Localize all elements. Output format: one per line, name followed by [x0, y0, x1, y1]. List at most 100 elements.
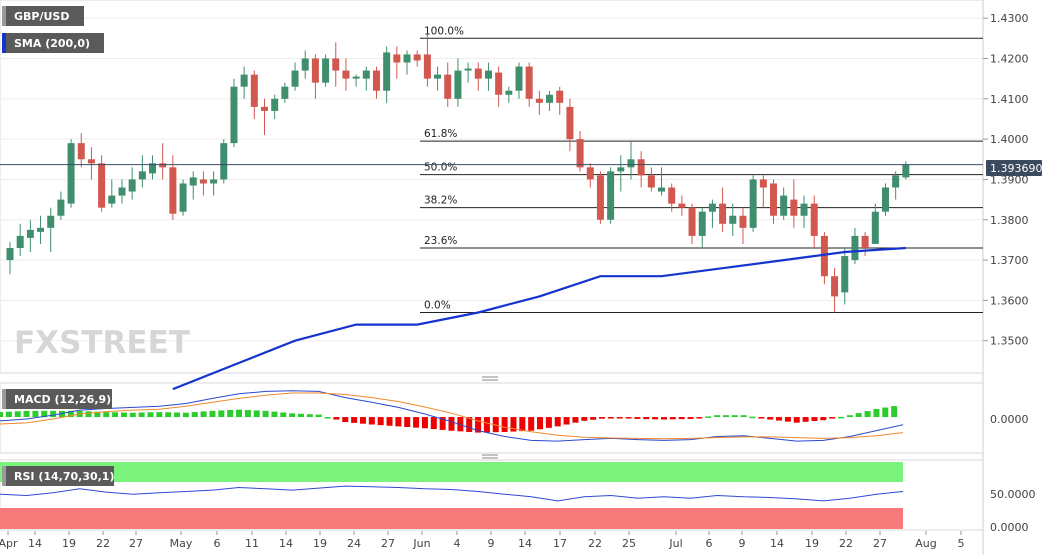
y-tick-label: 1.3600: [990, 294, 1029, 307]
candle-body: [881, 187, 889, 212]
macd-bar: [395, 417, 402, 427]
macd-bar: [147, 412, 154, 418]
y-tick-label: 1.3700: [990, 254, 1029, 267]
candle-body: [495, 72, 503, 95]
macd-bar: [793, 417, 800, 423]
macd-bar: [67, 410, 74, 418]
candle-body: [729, 215, 737, 224]
macd-bar: [413, 417, 420, 428]
candle-body: [525, 66, 533, 99]
macd-bar: [333, 417, 340, 420]
candle-body: [556, 90, 564, 103]
rsi-title: RSI (14,70,30,1): [14, 470, 114, 483]
panel-splitter-2[interactable]: [482, 454, 498, 459]
x-tick-label: 27: [381, 537, 395, 550]
macd-bar: [891, 406, 898, 418]
x-tick-label: 19: [805, 537, 819, 550]
macd-bar: [23, 410, 30, 418]
candle-body: [892, 175, 900, 188]
sma-title: SMA (200,0): [14, 37, 90, 50]
candle-body: [118, 187, 126, 196]
macd-bar: [687, 417, 694, 419]
candle-body: [668, 187, 676, 204]
price-panel: [0, 0, 984, 374]
candle-body: [566, 106, 574, 140]
y-tick-label: 1.4100: [990, 93, 1029, 106]
macd-bar: [271, 411, 278, 418]
macd-bar: [120, 412, 127, 418]
macd-bar: [838, 416, 845, 419]
x-tick-label: 4: [454, 537, 461, 550]
macd-bar: [767, 417, 774, 420]
macd-bar: [404, 417, 411, 427]
candle-body: [37, 227, 45, 232]
candle-body: [678, 203, 686, 208]
candle-body: [637, 159, 645, 176]
candle-body: [332, 58, 340, 71]
macd-bar: [740, 415, 747, 418]
macd-bar: [14, 411, 21, 418]
candle-body: [6, 247, 14, 261]
candle-body: [739, 215, 747, 228]
x-tick-label: 14: [518, 537, 532, 550]
x-tick-label: 19: [62, 537, 76, 550]
macd-bar: [306, 414, 313, 418]
macd-bar: [846, 415, 853, 418]
candle-body: [403, 54, 411, 63]
candle-body: [67, 143, 75, 204]
candle-body: [627, 159, 635, 168]
macd-title: MACD (12,26,9): [14, 393, 111, 406]
macd-bar: [802, 417, 809, 422]
macd-bar: [811, 417, 818, 421]
macd-bar: [191, 412, 198, 418]
candle-body: [138, 171, 146, 180]
macd-bar: [537, 417, 544, 430]
x-tick-label: May: [170, 537, 193, 550]
macd-bar: [714, 415, 721, 418]
macd-bar: [138, 412, 145, 418]
y-tick-label: 1.3500: [990, 335, 1029, 348]
macd-bar: [581, 417, 588, 421]
candle-body: [576, 139, 584, 168]
candle-body: [108, 195, 116, 204]
macd-bar: [722, 415, 729, 418]
candle-body: [393, 54, 401, 63]
candle-body: [220, 143, 228, 180]
macd-bar: [475, 417, 482, 433]
candle-body: [464, 68, 472, 71]
x-tick-label: Jun: [412, 537, 430, 550]
macd-bar: [669, 417, 676, 420]
macd-bar: [359, 417, 366, 424]
candle-body: [128, 179, 136, 192]
candle-body: [800, 203, 808, 216]
macd-bar: [607, 417, 614, 419]
candle-body: [423, 54, 431, 79]
macd-bar: [776, 417, 783, 421]
candle-body: [281, 86, 289, 99]
y-tick-label: 1.3800: [990, 214, 1029, 227]
macd-bar: [218, 410, 225, 418]
macd-bar: [590, 417, 597, 420]
macd-bar: [289, 413, 296, 418]
last-price-value: 1.393690: [990, 162, 1043, 175]
panel-splitter-1[interactable]: [482, 376, 498, 381]
x-tick-label: 9: [739, 537, 746, 550]
candle-body: [199, 179, 207, 184]
price-axis: 1.4300 1.4200 1.4100 1.4000 1.3900 1.3800 1.37…: [983, 12, 1029, 348]
candle-body: [515, 66, 523, 91]
macd-bar: [660, 417, 667, 420]
macd-bar: [864, 411, 871, 418]
rsi-oversold-zone: [0, 508, 903, 529]
macd-panel: [0, 382, 984, 454]
pair-label: GBP/USD: [2, 6, 84, 26]
candle-body: [210, 179, 218, 184]
candle-body: [586, 167, 594, 180]
macd-bar: [758, 417, 765, 419]
macd-bar: [112, 412, 119, 418]
macd-bar: [616, 417, 623, 419]
candle-body: [271, 98, 279, 111]
candle-body: [413, 54, 421, 61]
macd-bar: [483, 417, 490, 433]
macd-bar: [129, 412, 136, 418]
